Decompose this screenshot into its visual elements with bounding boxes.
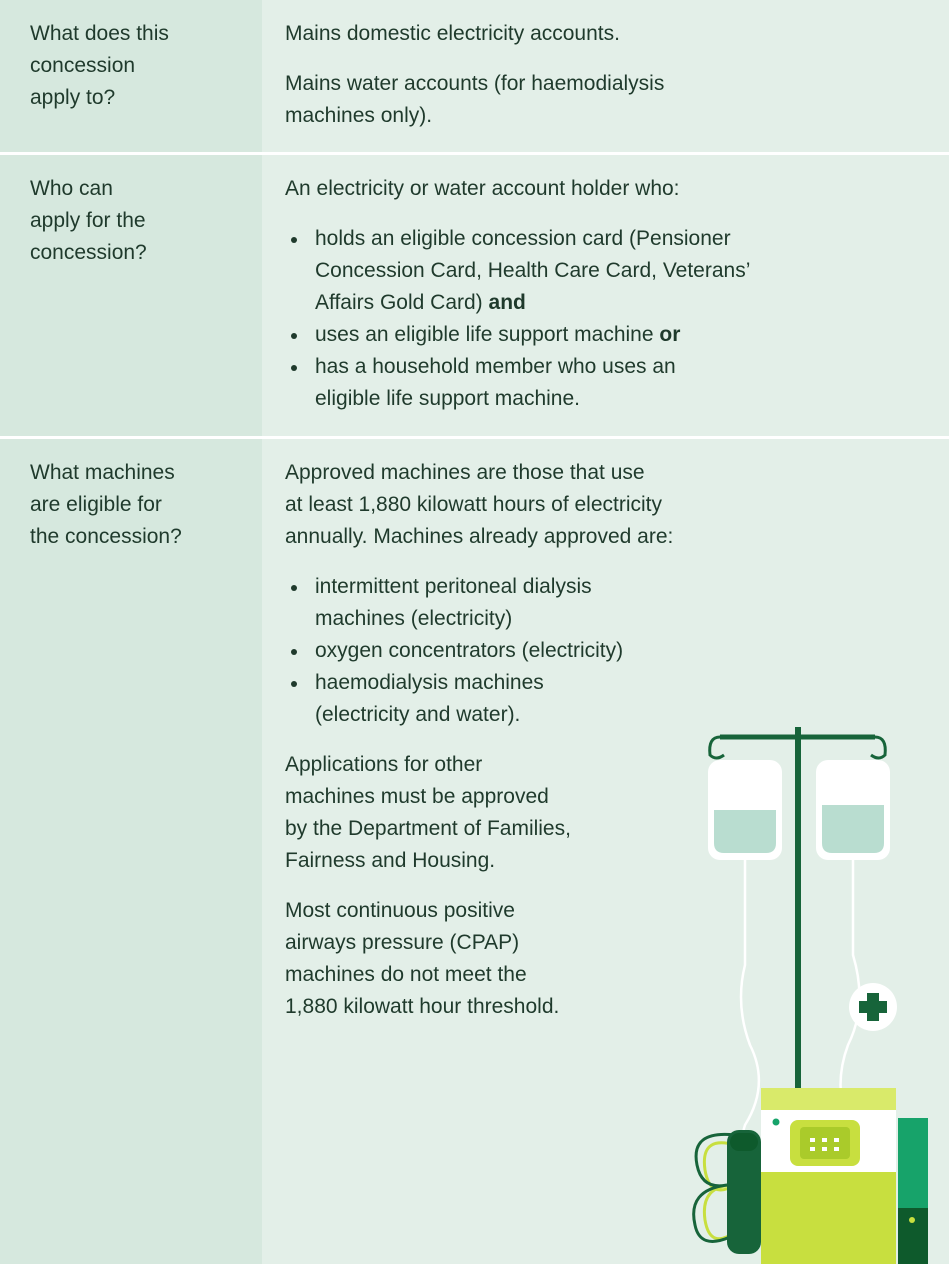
text-line: at least 1,880 kilowatt hours of electri… — [285, 489, 929, 521]
text-line: eligible life support machine. — [315, 383, 929, 415]
text: machines (electricity) — [315, 607, 512, 630]
text-line: Mains domestic electricity accounts. — [285, 18, 929, 50]
label-line: the concession? — [30, 521, 262, 553]
text-line: Approved machines are those that use — [285, 457, 929, 489]
illustration — [690, 715, 949, 1264]
label-line: concession — [30, 50, 262, 82]
text-line: Affairs Gold Card) and — [315, 287, 929, 319]
text: oxygen concentrators (electricity) — [315, 639, 623, 662]
label-line: concession? — [30, 237, 262, 269]
text: Affairs Gold Card) — [315, 291, 483, 314]
bullet-item: has a household member who uses an eligib… — [285, 351, 929, 415]
bullet-list: intermittent peritoneal dialysis machines… — [285, 571, 929, 731]
text-line: annually. Machines already approved are: — [285, 521, 929, 553]
text-line: machines (electricity) — [315, 603, 929, 635]
label-line: What machines — [30, 457, 262, 489]
text: eligible life support machine. — [315, 387, 580, 410]
bullet-item: holds an eligible concession card (Pensi… — [285, 223, 929, 319]
text-line: haemodialysis machines — [315, 667, 929, 699]
text-line: machines only). — [285, 100, 929, 132]
row-content: An electricity or water account holder w… — [262, 155, 949, 436]
text-line: uses an eligible life support machine or — [315, 319, 929, 351]
text: has a household member who uses an — [315, 355, 676, 378]
page: What does thisconcessionapply to?Mains d… — [0, 0, 949, 1264]
text-line: holds an eligible concession card (Pensi… — [315, 223, 929, 255]
label-line: apply to? — [30, 82, 262, 114]
bullet-item: intermittent peritoneal dialysis machines… — [285, 571, 929, 635]
text-line: has a household member who uses an — [315, 351, 929, 383]
bullet-item: uses an eligible life support machine or — [285, 319, 929, 351]
text-line: Concession Card, Health Care Card, Veter… — [315, 255, 929, 287]
bullet-item: oxygen concentrators (electricity) — [285, 635, 929, 667]
paragraph: Mains domestic electricity accounts. — [285, 18, 929, 50]
label-line: apply for the — [30, 205, 262, 237]
bullet-list: holds an eligible concession card (Pensi… — [285, 223, 929, 415]
text-line: intermittent peritoneal dialysis — [315, 571, 929, 603]
text: Concession Card, Health Care Card, Veter… — [315, 259, 750, 282]
label-line: are eligible for — [30, 489, 262, 521]
emphasis: and — [489, 291, 526, 314]
text-line: An electricity or water account holder w… — [285, 173, 929, 205]
label-line: Who can — [30, 173, 262, 205]
text-line: Mains water accounts (for haemodialysis — [285, 68, 929, 100]
text: intermittent peritoneal dialysis — [315, 575, 592, 598]
label-line: What does this — [30, 18, 262, 50]
emphasis: or — [659, 323, 680, 346]
paragraph: An electricity or water account holder w… — [285, 173, 929, 205]
text-line: oxygen concentrators (electricity) — [315, 635, 929, 667]
text: haemodialysis machines — [315, 671, 544, 694]
row-content: Mains domestic electricity accounts. Main… — [262, 0, 949, 152]
text: holds an eligible concession card (Pensi… — [315, 227, 731, 250]
text: uses an eligible life support machine — [315, 323, 654, 346]
text: (electricity and water). — [315, 703, 520, 726]
